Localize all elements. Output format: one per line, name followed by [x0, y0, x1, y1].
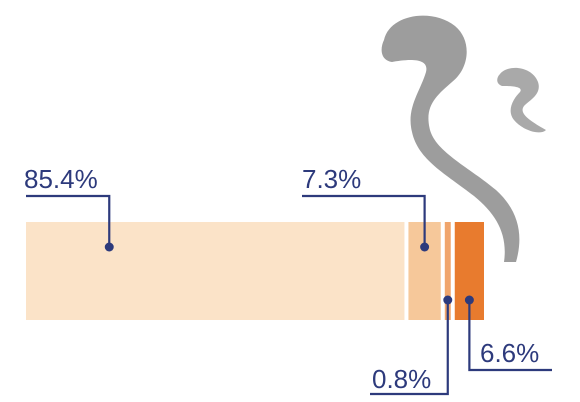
data-label-3: 0.8%	[372, 364, 431, 394]
leader-dot-4	[465, 296, 474, 305]
leader-dot-3	[443, 296, 452, 305]
data-label-4: 6.6%	[480, 338, 539, 368]
leader-dot-1	[105, 243, 114, 252]
leader-dot-2	[420, 243, 429, 252]
data-label-1: 85.4%	[24, 164, 98, 194]
bar-segment-1	[26, 222, 404, 320]
data-label-2: 7.3%	[302, 164, 361, 194]
bar-segments	[26, 222, 484, 320]
